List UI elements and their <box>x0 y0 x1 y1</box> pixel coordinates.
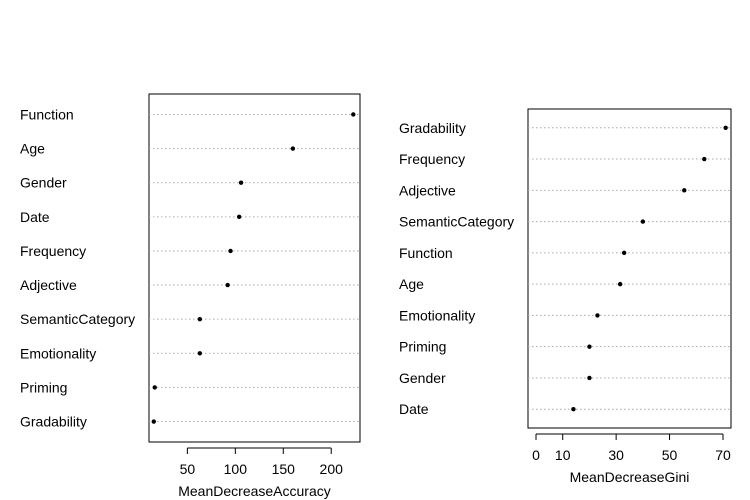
gini-data-point <box>682 188 687 193</box>
accuracy-x-tick-label: 150 <box>272 461 296 477</box>
gini-plot-frame <box>527 108 732 429</box>
gini-category-label: SemanticCategory <box>399 214 514 230</box>
accuracy-dotchart: Function Age Gender Date Frequency Adjective S… <box>20 93 361 499</box>
gini-data-point <box>571 407 576 412</box>
gini-category-label: Frequency <box>399 151 465 167</box>
gini-data-point <box>587 344 592 349</box>
accuracy-data-point <box>151 419 156 424</box>
accuracy-data-point <box>197 316 203 322</box>
gini-x-tick-label: 10 <box>555 447 571 463</box>
gini-category-label: Adjective <box>399 182 456 198</box>
gini-category-label: Function <box>399 245 453 261</box>
accuracy-category-label: Adjective <box>20 277 77 293</box>
gini-x-axis-title: MeanDecreaseGini <box>570 469 690 485</box>
accuracy-x-tick-label: 100 <box>224 461 248 477</box>
gini-category-label: Gender <box>399 370 446 386</box>
gini-category-label: Emotionality <box>399 307 475 323</box>
accuracy-category-label: Gender <box>20 175 67 191</box>
accuracy-category-label: Gradability <box>20 414 87 430</box>
gini-x-tick-label: 0 <box>532 447 540 463</box>
gini-category-label: Priming <box>399 339 446 355</box>
gini-dotchart: Gradability Frequency Adjective SemanticCat… <box>399 108 732 485</box>
gini-category-label: Gradability <box>399 120 466 136</box>
gini-data-point <box>595 313 600 318</box>
gini-data-point <box>621 250 627 256</box>
gini-x-tick-label: 70 <box>715 447 731 463</box>
gini-x-tick-label: 30 <box>608 447 624 463</box>
gini-data-point <box>723 125 728 130</box>
accuracy-data-point <box>225 282 230 288</box>
accuracy-data-point <box>351 112 356 117</box>
accuracy-data-point <box>290 146 296 151</box>
accuracy-data-point <box>236 214 242 220</box>
gini-category-label: Age <box>399 276 424 292</box>
gini-data-point <box>587 375 592 381</box>
accuracy-category-label: SemanticCategory <box>20 311 135 327</box>
gini-data-point <box>702 156 707 162</box>
accuracy-category-label: Function <box>20 106 74 122</box>
accuracy-category-label: Date <box>20 209 50 225</box>
accuracy-data-point <box>238 180 244 185</box>
gini-category-label: Date <box>399 401 429 417</box>
gini-data-point <box>640 219 646 224</box>
accuracy-data-point <box>197 351 203 356</box>
accuracy-x-axis-title: MeanDecreaseAccuracy <box>178 483 331 499</box>
accuracy-plot-frame <box>148 93 361 443</box>
accuracy-category-label: Emotionality <box>20 345 96 361</box>
accuracy-x-tick-label: 50 <box>180 461 196 477</box>
accuracy-category-label: Frequency <box>20 243 86 259</box>
accuracy-data-point <box>152 385 157 390</box>
accuracy-data-point <box>228 248 233 254</box>
accuracy-category-label: Age <box>20 141 45 157</box>
accuracy-x-tick-label: 200 <box>320 461 344 477</box>
accuracy-category-label: Priming <box>20 379 67 395</box>
gini-x-tick-label: 50 <box>662 447 678 463</box>
gini-data-point <box>617 281 623 287</box>
